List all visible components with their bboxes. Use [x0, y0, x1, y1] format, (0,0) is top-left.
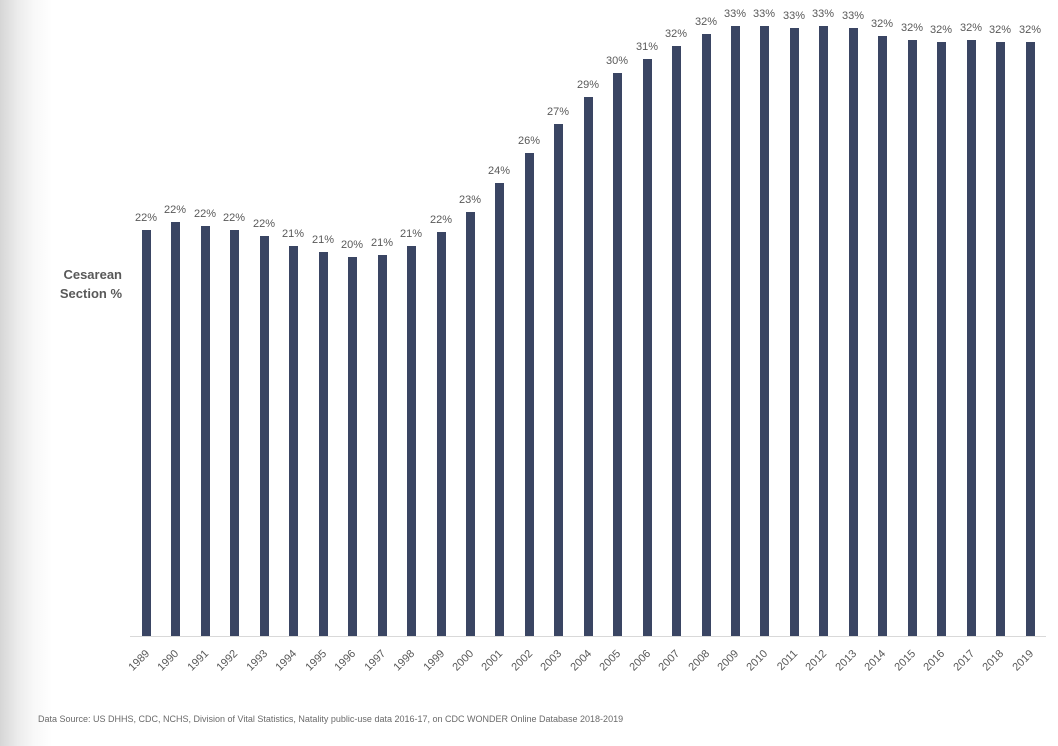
data-label-1992: 22% — [222, 212, 246, 224]
bar-2009 — [731, 26, 740, 636]
data-label-1998: 21% — [399, 228, 423, 240]
x-tick-1989: 1989 — [126, 647, 153, 674]
data-label-2001: 24% — [487, 165, 511, 177]
data-label-2011: 33% — [782, 10, 806, 22]
bar-2018 — [996, 42, 1005, 636]
bar-1998 — [407, 246, 416, 636]
x-tick-2018: 2018 — [980, 647, 1007, 674]
data-label-1991: 22% — [193, 208, 217, 220]
data-label-2015: 32% — [900, 22, 924, 34]
data-label-2008: 32% — [694, 16, 718, 28]
y-axis-label: Cesarean Section % — [30, 265, 122, 303]
bar-2004 — [584, 97, 593, 636]
bar-2017 — [967, 40, 976, 636]
bar-2000 — [466, 212, 475, 636]
x-tick-1998: 1998 — [391, 647, 418, 674]
data-label-2003: 27% — [546, 106, 570, 118]
bar-1992 — [230, 230, 239, 636]
bar-2012 — [819, 26, 828, 636]
x-tick-1990: 1990 — [155, 647, 182, 674]
data-source-note: Data Source: US DHHS, CDC, NCHS, Divisio… — [38, 714, 624, 724]
x-tick-1997: 1997 — [362, 647, 389, 674]
data-label-2013: 33% — [841, 10, 865, 22]
x-tick-2001: 2001 — [479, 647, 506, 674]
data-label-1989: 22% — [134, 212, 158, 224]
bar-1989 — [142, 230, 151, 636]
x-tick-2009: 2009 — [715, 647, 742, 674]
x-tick-1999: 1999 — [421, 647, 448, 674]
x-tick-2005: 2005 — [597, 647, 624, 674]
bar-1990 — [171, 222, 180, 636]
bar-2002 — [525, 153, 534, 636]
x-tick-2012: 2012 — [803, 647, 830, 674]
data-label-1996: 20% — [340, 239, 364, 251]
bar-2013 — [849, 28, 858, 636]
x-tick-2014: 2014 — [862, 647, 889, 674]
data-label-1997: 21% — [370, 237, 394, 249]
bar-2016 — [937, 42, 946, 636]
bar-1995 — [319, 252, 328, 636]
data-label-2016: 32% — [929, 24, 953, 36]
x-tick-2011: 2011 — [775, 647, 801, 673]
data-label-2018: 32% — [988, 24, 1012, 36]
data-label-2019: 32% — [1018, 24, 1042, 36]
data-label-2009: 33% — [723, 8, 747, 20]
bar-1997 — [378, 255, 387, 636]
x-tick-2007: 2007 — [656, 647, 683, 674]
data-label-2010: 33% — [752, 8, 776, 20]
x-tick-2006: 2006 — [627, 647, 654, 674]
x-tick-1996: 1996 — [332, 647, 359, 674]
x-tick-2000: 2000 — [450, 647, 477, 674]
data-label-2014: 32% — [870, 18, 894, 30]
x-tick-1994: 1994 — [273, 647, 300, 674]
data-label-1994: 21% — [281, 228, 305, 240]
data-label-2006: 31% — [635, 41, 659, 53]
y-axis-label-line1: Cesarean — [63, 267, 122, 282]
x-tick-2016: 2016 — [921, 647, 948, 674]
data-label-1993: 22% — [252, 218, 276, 230]
bar-2019 — [1026, 42, 1035, 636]
bar-1996 — [348, 257, 357, 636]
x-tick-1995: 1995 — [303, 647, 330, 674]
bar-2006 — [643, 59, 652, 636]
bar-2007 — [672, 46, 681, 636]
bar-2010 — [760, 26, 769, 636]
x-tick-2013: 2013 — [833, 647, 860, 674]
x-axis-line — [130, 636, 1046, 637]
bar-2008 — [702, 34, 711, 636]
bar-1993 — [260, 236, 269, 636]
bar-1999 — [437, 232, 446, 636]
bar-1991 — [201, 226, 210, 636]
x-tick-2015: 2015 — [892, 647, 919, 674]
bar-2001 — [495, 183, 504, 636]
x-tick-2008: 2008 — [686, 647, 713, 674]
x-tick-2003: 2003 — [538, 647, 565, 674]
x-tick-2004: 2004 — [568, 647, 595, 674]
bar-2015 — [908, 40, 917, 636]
data-label-2007: 32% — [664, 28, 688, 40]
x-tick-2017: 2017 — [951, 647, 978, 674]
data-label-2002: 26% — [517, 135, 541, 147]
x-tick-1992: 1992 — [214, 647, 241, 674]
y-axis-label-line2: Section % — [59, 286, 122, 301]
x-tick-1993: 1993 — [244, 647, 271, 674]
data-label-1995: 21% — [311, 234, 335, 246]
bar-2003 — [554, 124, 563, 636]
data-label-2004: 29% — [576, 79, 600, 91]
x-tick-2002: 2002 — [509, 647, 536, 674]
bar-1994 — [289, 246, 298, 636]
bar-2005 — [613, 73, 622, 636]
bar-2014 — [878, 36, 887, 636]
data-label-1990: 22% — [163, 204, 187, 216]
data-label-1999: 22% — [429, 214, 453, 226]
x-tick-2010: 2010 — [744, 647, 771, 674]
data-label-2012: 33% — [811, 8, 835, 20]
x-tick-2019: 2019 — [1010, 647, 1037, 674]
bar-2011 — [790, 28, 799, 636]
data-label-2005: 30% — [605, 55, 629, 67]
x-tick-1991: 1991 — [185, 647, 212, 674]
data-label-2000: 23% — [458, 194, 482, 206]
data-label-2017: 32% — [959, 22, 983, 34]
